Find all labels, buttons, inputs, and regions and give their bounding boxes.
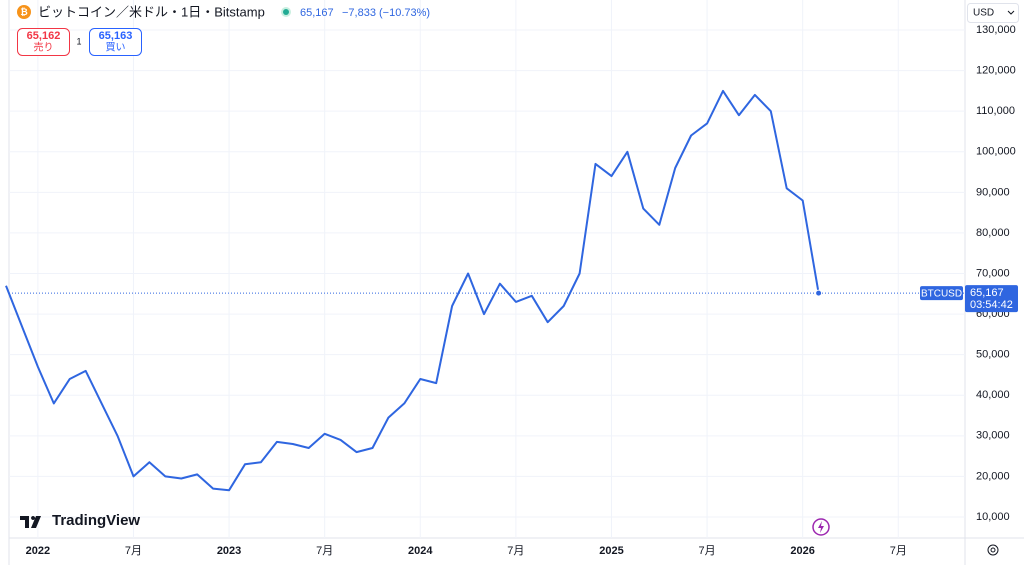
last-point — [815, 289, 823, 297]
x-tick-label: 2024 — [408, 545, 433, 557]
x-tick-label: 7月 — [507, 545, 524, 557]
currency-button[interactable] — [967, 3, 1019, 23]
header-change: −7,833 (−10.73%) — [342, 7, 430, 19]
spread: 1 — [76, 36, 81, 46]
settings-icon-center — [990, 547, 996, 553]
y-tick-label: 30,000 — [976, 430, 1010, 442]
symbol-title[interactable]: ビットコイン／米ドル・1日・Bitstamp — [38, 4, 265, 19]
sell-price: 65,162 — [27, 30, 61, 42]
y-tick-label: 130,000 — [976, 24, 1016, 36]
y-tick-label: 40,000 — [976, 389, 1010, 401]
currency-caret — [1007, 10, 1015, 15]
countdown: 03:54:42 — [970, 299, 1013, 311]
header-price: 65,167 — [300, 7, 334, 19]
x-tick-label: 7月 — [699, 545, 716, 557]
y-tick-label: 80,000 — [976, 227, 1010, 239]
y-tick-label: 90,000 — [976, 186, 1010, 198]
y-tick-label: 120,000 — [976, 65, 1016, 77]
y-tick-label: 50,000 — [976, 349, 1010, 361]
x-tick-label: 7月 — [890, 545, 907, 557]
sell-button[interactable] — [17, 28, 70, 56]
y-tick-label: 10,000 — [976, 511, 1010, 523]
btc-icon — [17, 5, 31, 19]
btc-icon-glyph: ₿ — [20, 7, 27, 17]
sell-label: 売り — [34, 41, 54, 54]
x-tick-label: 7月 — [125, 545, 142, 557]
symbol-tag-label: BTCUSD — [921, 288, 962, 299]
events-icon-bolt — [818, 521, 824, 533]
y-tick-label: 20,000 — [976, 470, 1010, 482]
grid — [9, 0, 965, 538]
buy-button[interactable] — [89, 28, 142, 56]
logo-text: TradingView — [52, 512, 140, 529]
plot — [5, 89, 965, 492]
x-tick-label: 2023 — [217, 545, 241, 557]
symbol-tag — [920, 286, 963, 301]
x-tick-label: 2022 — [26, 545, 50, 557]
currency: USD — [973, 8, 994, 19]
logo-mark — [20, 516, 41, 528]
buy-label: 買い — [106, 42, 126, 54]
y-tick-label: 110,000 — [976, 105, 1015, 117]
price-tag-label: 65,167 — [970, 287, 1004, 299]
x-tick-label: 2025 — [599, 545, 623, 557]
market-status — [283, 9, 289, 15]
price-line — [5, 89, 820, 492]
price-tag — [965, 285, 1018, 313]
y-tick-label: 70,000 — [976, 267, 1010, 279]
x-tick-label: 2026 — [790, 545, 814, 557]
buy-price: 65,163 — [99, 30, 133, 42]
y-tick-label: 100,000 — [976, 146, 1016, 158]
x-tick-label: 7月 — [316, 545, 333, 557]
settings-icon[interactable] — [987, 544, 999, 556]
